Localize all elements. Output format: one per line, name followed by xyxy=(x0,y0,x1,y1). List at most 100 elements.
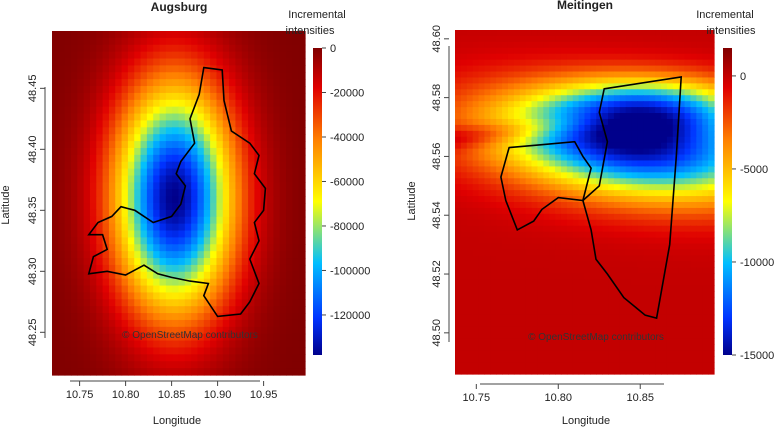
heatmap-cell xyxy=(666,368,674,375)
heatmap-cell xyxy=(637,124,644,132)
heatmap-cell xyxy=(602,296,609,304)
heatmap-cell xyxy=(502,101,509,108)
heatmap-cell xyxy=(560,231,568,239)
heatmap-cell xyxy=(566,95,574,102)
heatmap-cell xyxy=(197,319,205,328)
heatmap-cell xyxy=(159,340,167,349)
heatmap-cell xyxy=(241,106,249,115)
heatmap-cell xyxy=(254,244,262,252)
heatmap-cell xyxy=(466,202,474,209)
heatmap-cell xyxy=(631,71,639,79)
panel-meitingen: Meitingen © OpenStreetMap contributors 1… xyxy=(406,0,774,427)
heatmap-cell xyxy=(254,99,262,108)
heatmap-cell xyxy=(661,255,668,262)
heatmap-cell xyxy=(649,166,656,173)
heatmap-cell xyxy=(513,154,521,162)
heatmap-cell xyxy=(286,92,293,101)
heatmap-cell xyxy=(678,124,686,132)
heatmap-cell xyxy=(513,362,521,369)
heatmap-cell xyxy=(159,230,167,238)
heatmap-cell xyxy=(572,95,580,102)
heatmap-cell xyxy=(502,285,509,292)
heatmap-cell xyxy=(89,175,97,183)
heatmap-cell xyxy=(613,178,621,185)
heatmap-cell xyxy=(702,249,709,256)
heatmap-cell xyxy=(578,142,586,150)
heatmap-cell xyxy=(210,313,218,321)
heatmap-cell xyxy=(241,58,249,66)
heatmap-cell xyxy=(229,99,237,108)
heatmap-cell xyxy=(178,86,186,94)
heatmap-cell xyxy=(578,35,586,43)
heatmap-cell xyxy=(590,219,597,227)
heatmap-cell xyxy=(134,258,142,266)
heatmap-cell xyxy=(229,216,237,225)
heatmap-cell xyxy=(690,95,697,102)
heatmap-cell xyxy=(248,196,255,204)
heatmap-cell xyxy=(466,83,474,90)
heatmap-cell xyxy=(696,368,703,375)
heatmap-cell xyxy=(496,219,503,227)
heatmap-cell xyxy=(478,107,486,114)
heatmap-cell xyxy=(267,92,274,101)
colorbar-tick-label: -20000 xyxy=(330,87,364,99)
heatmap-cell xyxy=(89,58,97,66)
heatmap-cell xyxy=(472,219,480,227)
heatmap-cell xyxy=(543,95,550,102)
heatmap-cell xyxy=(203,347,211,355)
heatmap-cell xyxy=(696,332,703,340)
heatmap-cell xyxy=(146,79,154,87)
heatmap-cell xyxy=(279,120,287,128)
colorbar-tick-label: 0 xyxy=(330,43,336,55)
heatmap-cell xyxy=(637,338,644,345)
heatmap-cell xyxy=(572,30,580,37)
heatmap-cell xyxy=(108,134,116,142)
heatmap-cell xyxy=(543,41,550,49)
heatmap-cell xyxy=(235,244,243,252)
heatmap-cell xyxy=(267,299,274,307)
heatmap-cell xyxy=(513,237,521,245)
heatmap-cell xyxy=(637,65,644,73)
heatmap-cell xyxy=(666,41,674,49)
heatmap-cell xyxy=(513,326,521,334)
heatmap-cell xyxy=(643,107,650,114)
heatmap-cell xyxy=(555,213,562,221)
heatmap-cell xyxy=(159,147,167,156)
heatmap-cell xyxy=(525,160,533,168)
heatmap-cell xyxy=(702,113,709,120)
heatmap-cell xyxy=(159,168,167,177)
heatmap-cell xyxy=(241,203,249,211)
heatmap-cell xyxy=(115,72,123,80)
heatmap-cell xyxy=(248,92,255,101)
heatmap-cell xyxy=(625,332,633,340)
heatmap-cell xyxy=(292,51,300,60)
heatmap-cell xyxy=(260,86,268,94)
heatmap-cell xyxy=(661,362,668,369)
heatmap-cell xyxy=(172,58,180,66)
heatmap-cell xyxy=(572,77,580,84)
heatmap-cell xyxy=(77,271,85,280)
heatmap-cell xyxy=(455,261,462,268)
heatmap-cell xyxy=(254,65,262,73)
heatmap-cell xyxy=(184,223,192,232)
heatmap-cell xyxy=(690,249,697,256)
heatmap-cell xyxy=(466,77,474,84)
heatmap-cell xyxy=(708,225,715,233)
colorbar-tick-label: -80000 xyxy=(330,221,364,233)
heatmap-cell xyxy=(584,302,591,310)
heatmap-cell xyxy=(455,243,462,251)
heatmap-cell xyxy=(472,261,480,268)
heatmap-cell xyxy=(649,308,656,316)
heatmap-cell xyxy=(58,141,66,149)
heatmap-cell xyxy=(672,285,680,292)
heatmap-cell xyxy=(625,302,633,310)
heatmap-cell xyxy=(203,106,211,115)
heatmap-cell xyxy=(127,31,135,39)
colorbar-tick-label: -100000 xyxy=(330,265,370,277)
heatmap-cell xyxy=(678,290,686,298)
heatmap-cell xyxy=(702,136,709,144)
heatmap-cell xyxy=(531,196,539,203)
heatmap-cell xyxy=(555,207,562,215)
heatmap-cell xyxy=(631,107,639,114)
heatmap-cell xyxy=(484,89,491,96)
